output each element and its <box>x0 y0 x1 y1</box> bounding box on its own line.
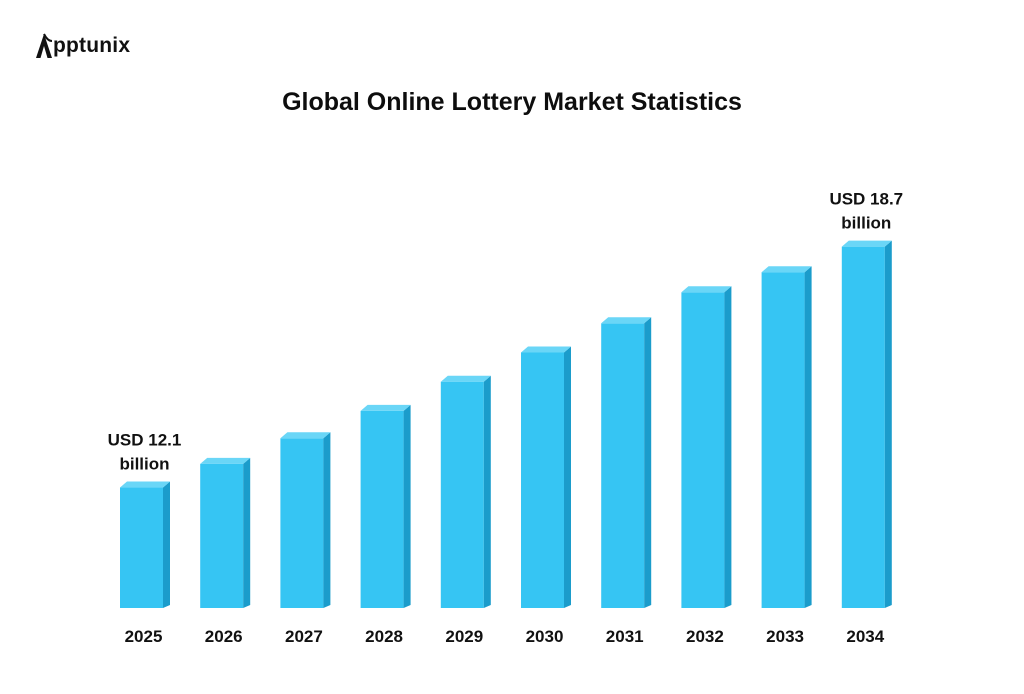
bar-2028 <box>360 404 411 608</box>
bar-front <box>200 463 244 608</box>
bar-2027 <box>280 432 331 608</box>
bar-2032 <box>681 286 732 608</box>
bar-side <box>163 481 170 608</box>
bars-group <box>120 240 892 608</box>
data-label-unit: billion <box>119 455 169 474</box>
bar-front <box>521 352 564 608</box>
bar-top <box>200 457 251 464</box>
data-label-2025: USD 12.1 billion <box>108 431 182 474</box>
bar-front <box>681 292 725 608</box>
x-tick-label: 2026 <box>205 627 243 646</box>
data-label-value: USD 12.1 <box>108 431 182 450</box>
bar-2029 <box>440 375 491 608</box>
bar-2026 <box>200 457 251 608</box>
bar-top <box>280 432 331 439</box>
bar-front <box>841 246 885 608</box>
data-label-2034: USD 18.7 billion <box>829 190 903 233</box>
x-tick-label: 2028 <box>365 627 403 646</box>
x-tick-label: 2033 <box>766 627 804 646</box>
bar-side <box>644 317 652 608</box>
x-tick-label: 2029 <box>445 627 483 646</box>
bar-side <box>403 404 411 608</box>
bar-side <box>483 375 491 608</box>
bar-side <box>564 346 571 608</box>
bar-2033 <box>761 266 812 608</box>
bar-top <box>120 481 170 488</box>
bar-top <box>521 346 571 353</box>
bar-top <box>440 375 491 382</box>
bar-top <box>360 404 411 411</box>
bar-front <box>761 272 805 608</box>
x-tick-label: 2030 <box>526 627 564 646</box>
data-labels: USD 12.1 billion USD 18.7 billion <box>108 190 904 474</box>
data-label-unit: billion <box>841 214 891 233</box>
bar-2031 <box>601 317 652 608</box>
bar-top <box>601 317 652 324</box>
x-tick-label: 2031 <box>606 627 644 646</box>
chart-title: Global Online Lottery Market Statistics <box>282 88 742 116</box>
bar-front <box>280 438 324 608</box>
bar-front <box>440 381 484 608</box>
x-tick-label: 2032 <box>686 627 724 646</box>
bar-top <box>681 286 732 293</box>
apptunix-a-logo-icon <box>36 33 53 58</box>
bar-front <box>601 323 645 608</box>
brand-logo: pptunix <box>34 30 130 62</box>
bar-front <box>120 487 163 608</box>
x-tick-label: 2025 <box>125 627 163 646</box>
brand-name: pptunix <box>53 34 131 57</box>
bar-side <box>804 266 812 608</box>
bar-2030 <box>521 346 571 608</box>
bar-side <box>724 286 732 608</box>
bar-side <box>323 432 331 608</box>
bar-2034 <box>841 240 892 608</box>
x-tick-label: 2027 <box>285 627 323 646</box>
bar-top <box>841 240 892 247</box>
bar-2025 <box>120 481 170 608</box>
bar-front <box>360 410 404 608</box>
x-tick-labels: 2025 2026 2027 2028 2029 2030 2031 2032 2033 2034 <box>125 627 885 646</box>
bar-top <box>761 266 812 273</box>
bar-side <box>243 457 251 608</box>
data-label-value: USD 18.7 <box>829 190 903 209</box>
bar-side <box>884 240 892 608</box>
x-tick-label: 2034 <box>846 627 884 646</box>
